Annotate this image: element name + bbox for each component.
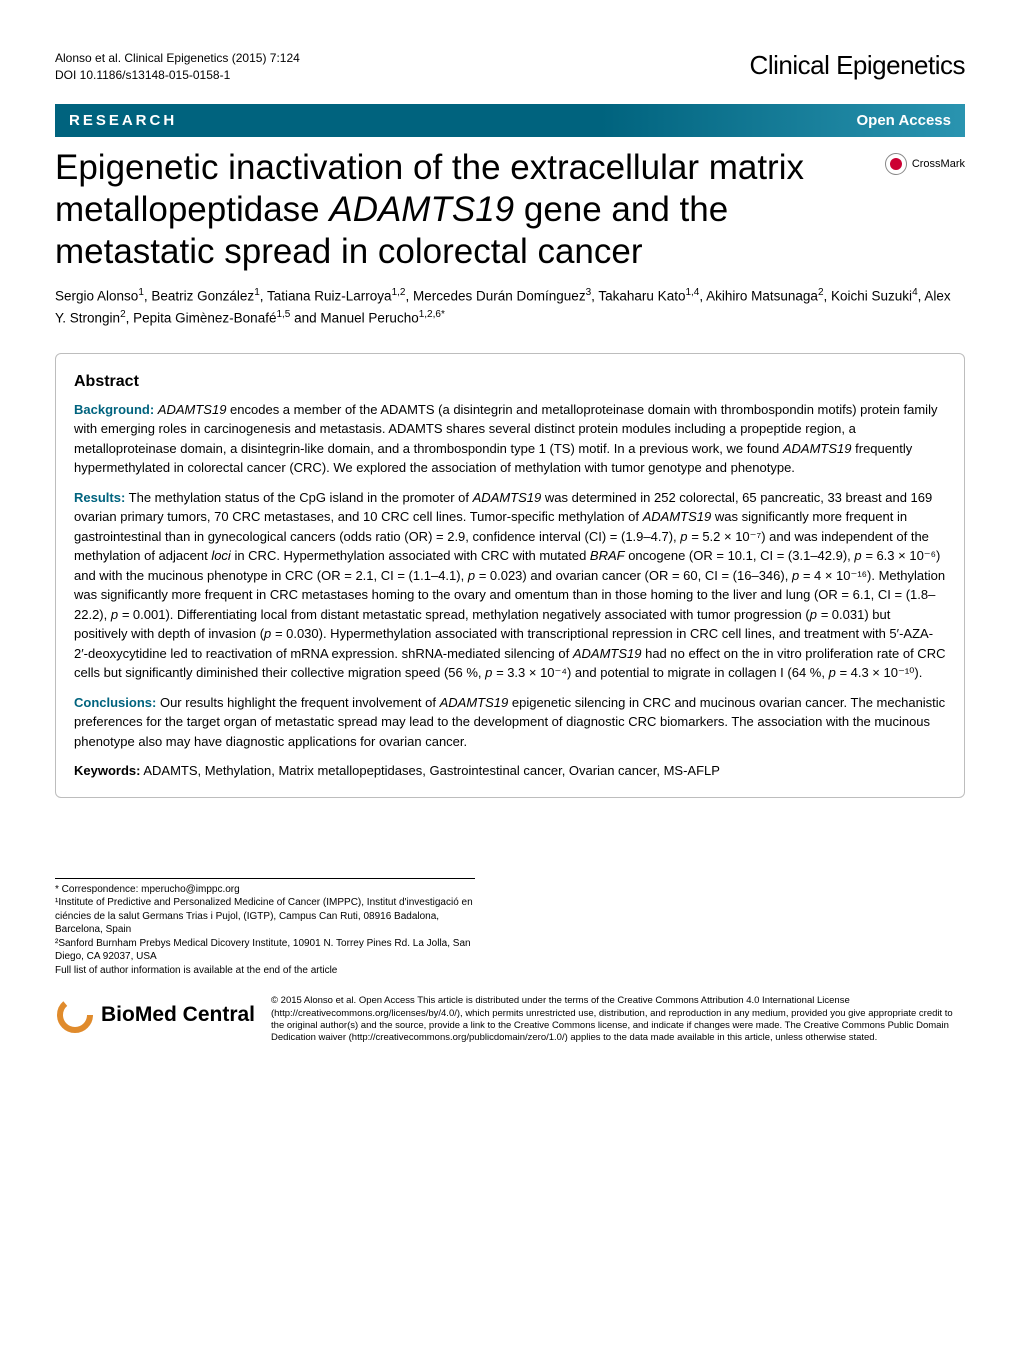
license-text: © 2015 Alonso et al. Open Access This ar…: [271, 995, 965, 1044]
crossmark-label: CrossMark: [912, 158, 965, 170]
section-banner: RESEARCH Open Access: [55, 104, 965, 137]
results-text: The methylation status of the CpG island…: [74, 490, 945, 681]
conclusions-label: Conclusions:: [74, 695, 156, 710]
journal-name: Clinical Epigenetics: [750, 50, 965, 81]
title-gene: ADAMTS19: [329, 190, 514, 229]
author-list: Sergio Alonso1, Beatriz González1, Tatia…: [55, 285, 965, 329]
keywords-text: ADAMTS, Methylation, Matrix metallopepti…: [140, 763, 719, 778]
article-title: Epigenetic inactivation of the extracell…: [55, 147, 865, 273]
bmc-logo-text: BioMed Central: [101, 1003, 255, 1027]
results-label: Results:: [74, 490, 125, 505]
crossmark-icon: [885, 153, 907, 175]
affiliation-1: ¹Institute of Predictive and Personalize…: [55, 896, 475, 937]
affiliation-2: ²Sanford Burnham Prebys Medical Dicovery…: [55, 937, 475, 964]
section-label: RESEARCH: [69, 112, 177, 129]
abstract-keywords: Keywords: ADAMTS, Methylation, Matrix me…: [74, 761, 946, 781]
full-list-note: Full list of author information is avail…: [55, 964, 475, 978]
abstract-results: Results: The methylation status of the C…: [74, 488, 946, 683]
open-access-label: Open Access: [857, 112, 952, 129]
bmc-swirl-icon: [55, 995, 95, 1035]
keywords-label: Keywords:: [74, 763, 140, 778]
citation-block: Alonso et al. Clinical Epigenetics (2015…: [55, 50, 300, 84]
doi-line: DOI 10.1186/s13148-015-0158-1: [55, 67, 300, 84]
background-text: ADAMTS19 encodes a member of the ADAMTS …: [74, 402, 937, 476]
license-row: BioMed Central © 2015 Alonso et al. Open…: [55, 995, 965, 1044]
correspondence-line: * Correspondence: mperucho@imppc.org: [55, 883, 475, 897]
page-header: Alonso et al. Clinical Epigenetics (2015…: [55, 50, 965, 84]
background-label: Background:: [74, 402, 154, 417]
biomed-central-logo: BioMed Central: [55, 995, 255, 1035]
abstract-box: Abstract Background: ADAMTS19 encodes a …: [55, 353, 965, 798]
crossmark-badge[interactable]: CrossMark: [885, 153, 965, 175]
correspondence-footer: * Correspondence: mperucho@imppc.org ¹In…: [55, 878, 475, 978]
citation-line: Alonso et al. Clinical Epigenetics (2015…: [55, 50, 300, 67]
abstract-heading: Abstract: [74, 370, 946, 394]
conclusions-text: Our results highlight the frequent invol…: [74, 695, 945, 749]
abstract-conclusions: Conclusions: Our results highlight the f…: [74, 693, 946, 752]
abstract-background: Background: ADAMTS19 encodes a member of…: [74, 400, 946, 478]
